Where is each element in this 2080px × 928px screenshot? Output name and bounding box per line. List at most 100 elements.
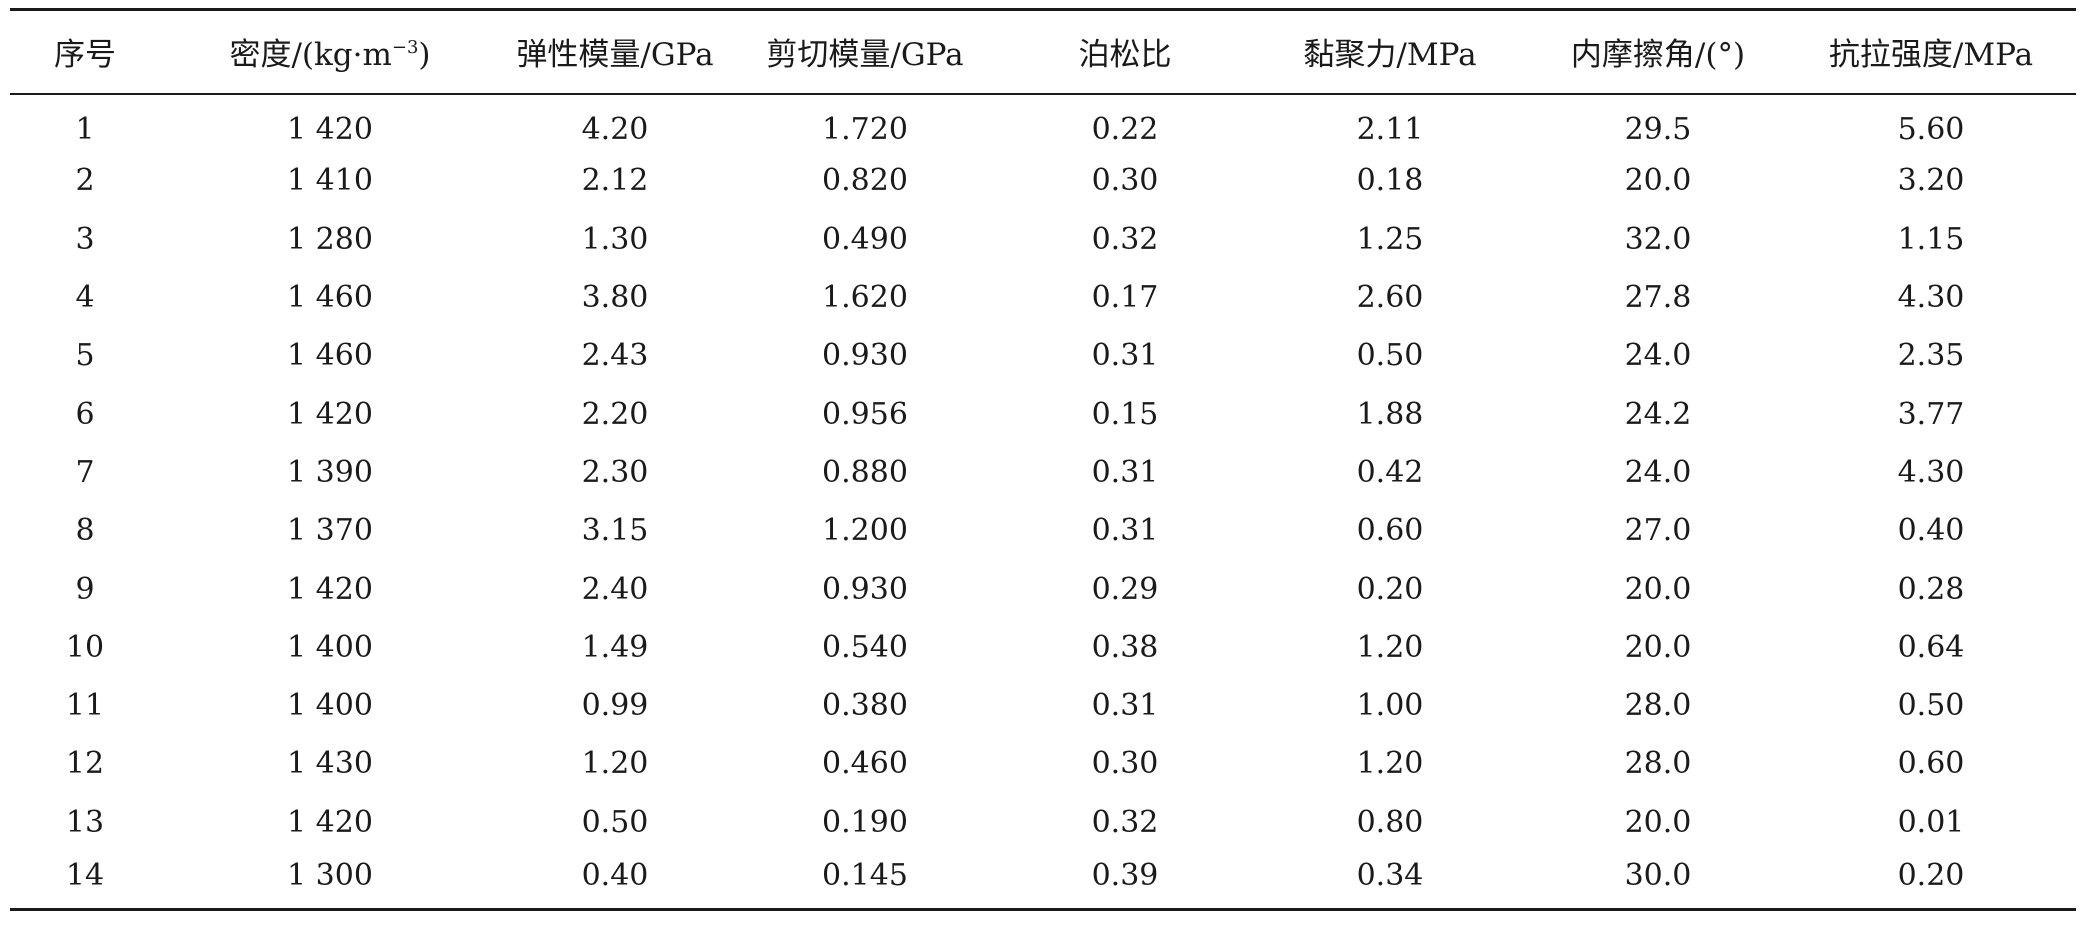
cell-shear-modulus: 0.145 — [730, 851, 1000, 912]
cell-friction-angle: 20.0 — [1624, 571, 1692, 607]
cell-tensile-strength: 0.40 — [1897, 513, 1965, 549]
table-row: 6 1 420 2.20 0.956 0.15 1.88 24.2 3.77 — [10, 385, 2076, 443]
cell-tensile-strength: 0.28 — [1897, 571, 1965, 607]
table-row: 5 1 460 2.43 0.930 0.31 0.50 24.0 2.35 — [10, 327, 2076, 385]
cell-cohesion: 0.60 — [1356, 513, 1424, 549]
header-friction-angle: 内摩擦角/(°) — [1530, 8, 1786, 95]
cell-friction-angle: 20.0 — [1624, 163, 1692, 199]
cell-index: 9 — [75, 571, 95, 607]
cell-friction-angle: 30.0 — [1530, 851, 1786, 912]
table-row: 8 1 370 3.15 1.200 0.31 0.60 27.0 0.40 — [10, 502, 2076, 560]
cell-cohesion: 1.88 — [1356, 396, 1424, 432]
cell-cohesion: 1.25 — [1356, 221, 1424, 257]
cell-tensile-strength: 5.60 — [1897, 111, 1965, 147]
cell-elastic-modulus: 2.12 — [581, 163, 649, 199]
cell-elastic-modulus: 2.30 — [581, 454, 649, 490]
cell-shear-modulus: 0.956 — [822, 396, 908, 432]
table-row: 4 1 460 3.80 1.620 0.17 2.60 27.8 4.30 — [10, 268, 2076, 326]
cell-tensile-strength: 1.15 — [1897, 221, 1965, 257]
cell-tensile-strength: 4.30 — [1897, 454, 1965, 490]
cell-friction-angle: 27.8 — [1624, 280, 1692, 316]
cell-shear-modulus: 1.720 — [822, 111, 908, 147]
header-index: 序号 — [10, 8, 160, 95]
table-row: 13 1 420 0.50 0.190 0.32 0.80 20.0 0.01 — [10, 793, 2076, 851]
cell-tensile-strength: 0.20 — [1786, 851, 2076, 912]
cell-shear-modulus: 0.930 — [822, 571, 908, 607]
cell-shear-modulus: 0.930 — [822, 338, 908, 374]
cell-poisson-ratio: 0.31 — [1091, 513, 1159, 549]
cell-elastic-modulus: 0.99 — [581, 688, 649, 724]
cell-poisson-ratio: 0.15 — [1091, 396, 1159, 432]
cell-elastic-modulus: 1.30 — [581, 221, 649, 257]
cell-poisson-ratio: 0.30 — [1091, 746, 1159, 782]
cell-elastic-modulus: 2.43 — [581, 338, 649, 374]
cell-elastic-modulus: 0.40 — [500, 851, 730, 912]
cell-density: 1 300 — [160, 851, 500, 912]
header-row: 序号 密度/(kg·m−3) 弹性模量/GPa 剪切模量/GPa 泊松比 黏聚力… — [10, 8, 2076, 95]
table-row: 14 1 300 0.40 0.145 0.39 0.34 30.0 0.20 — [10, 851, 2076, 912]
cell-shear-modulus: 1.620 — [822, 280, 908, 316]
cell-elastic-modulus: 0.50 — [581, 804, 649, 840]
cell-density: 1 370 — [287, 513, 373, 549]
cell-shear-modulus: 0.540 — [822, 629, 908, 665]
cell-cohesion: 2.11 — [1356, 111, 1424, 147]
table-row: 7 1 390 2.30 0.880 0.31 0.42 24.0 4.30 — [10, 443, 2076, 501]
cell-index: 10 — [65, 629, 105, 665]
cell-elastic-modulus: 2.20 — [581, 396, 649, 432]
cell-tensile-strength: 2.35 — [1897, 338, 1965, 374]
cell-elastic-modulus: 1.49 — [581, 629, 649, 665]
table-row: 2 1 410 2.12 0.820 0.30 0.18 20.0 3.20 — [10, 152, 2076, 210]
cell-cohesion: 0.80 — [1356, 804, 1424, 840]
cell-tensile-strength: 4.30 — [1897, 280, 1965, 316]
cell-index: 2 — [75, 163, 95, 199]
cell-elastic-modulus: 2.40 — [581, 571, 649, 607]
cell-density: 1 280 — [287, 221, 373, 257]
cell-cohesion: 0.18 — [1356, 163, 1424, 199]
table-row: 3 1 280 1.30 0.490 0.32 1.25 32.0 1.15 — [10, 210, 2076, 268]
cell-friction-angle: 24.0 — [1624, 454, 1692, 490]
header-shear-modulus: 剪切模量/GPa — [730, 8, 1000, 95]
cell-poisson-ratio: 0.22 — [1091, 111, 1159, 147]
cell-index: 8 — [75, 513, 95, 549]
cell-tensile-strength: 3.77 — [1897, 396, 1965, 432]
cell-cohesion: 0.42 — [1356, 454, 1424, 490]
cell-cohesion: 0.50 — [1356, 338, 1424, 374]
cell-tensile-strength: 0.01 — [1897, 804, 1965, 840]
cell-density: 1 400 — [287, 688, 373, 724]
cell-friction-angle: 20.0 — [1624, 629, 1692, 665]
cell-density: 1 430 — [287, 746, 373, 782]
cell-shear-modulus: 0.380 — [822, 688, 908, 724]
header-tensile-strength: 抗拉强度/MPa — [1786, 8, 2076, 95]
cell-friction-angle: 20.0 — [1624, 804, 1692, 840]
cell-friction-angle: 24.0 — [1624, 338, 1692, 374]
cell-density: 1 460 — [287, 338, 373, 374]
cell-shear-modulus: 0.490 — [822, 221, 908, 257]
cell-index: 3 — [75, 221, 95, 257]
cell-density: 1 460 — [287, 280, 373, 316]
cell-friction-angle: 24.2 — [1624, 396, 1692, 432]
table-row: 1 1 420 4.20 1.720 0.22 2.11 29.5 5.60 — [10, 94, 2076, 152]
material-parameters-table: 序号 密度/(kg·m−3) 弹性模量/GPa 剪切模量/GPa 泊松比 黏聚力… — [10, 8, 2076, 912]
cell-density: 1 390 — [287, 454, 373, 490]
header-density-exponent: −3 — [391, 37, 419, 59]
cell-cohesion: 2.60 — [1356, 280, 1424, 316]
cell-density: 1 420 — [287, 111, 373, 147]
cell-cohesion: 1.00 — [1356, 688, 1424, 724]
table-row: 9 1 420 2.40 0.930 0.29 0.20 20.0 0.28 — [10, 560, 2076, 618]
cell-friction-angle: 28.0 — [1624, 746, 1692, 782]
table-body: 1 1 420 4.20 1.720 0.22 2.11 29.5 5.60 2 1 410 2.1… — [10, 94, 2076, 912]
cell-elastic-modulus: 3.80 — [581, 280, 649, 316]
cell-poisson-ratio: 0.32 — [1091, 804, 1159, 840]
cell-index: 4 — [75, 280, 95, 316]
cell-density: 1 420 — [287, 571, 373, 607]
table-row: 10 1 400 1.49 0.540 0.38 1.20 20.0 0.64 — [10, 618, 2076, 676]
cell-poisson-ratio: 0.39 — [1000, 851, 1250, 912]
header-poisson-ratio: 泊松比 — [1000, 8, 1250, 95]
cell-index: 7 — [75, 454, 95, 490]
cell-shear-modulus: 1.200 — [822, 513, 908, 549]
cell-tensile-strength: 0.64 — [1897, 629, 1965, 665]
cell-cohesion: 0.20 — [1356, 571, 1424, 607]
cell-density: 1 410 — [287, 163, 373, 199]
cell-density: 1 420 — [287, 396, 373, 432]
